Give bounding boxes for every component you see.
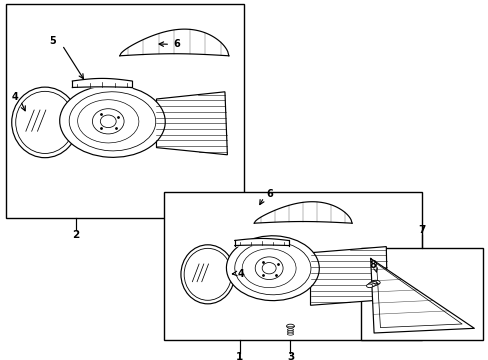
Ellipse shape bbox=[366, 284, 372, 288]
Ellipse shape bbox=[16, 91, 74, 153]
Ellipse shape bbox=[287, 331, 293, 333]
Text: 1: 1 bbox=[236, 352, 243, 360]
Ellipse shape bbox=[262, 262, 276, 274]
Text: 3: 3 bbox=[286, 352, 293, 360]
Ellipse shape bbox=[181, 245, 234, 304]
Ellipse shape bbox=[100, 115, 116, 128]
Text: 2: 2 bbox=[72, 230, 79, 240]
Bar bbox=[163, 192, 421, 340]
Ellipse shape bbox=[370, 280, 380, 285]
Text: 6: 6 bbox=[173, 39, 180, 49]
Ellipse shape bbox=[78, 100, 139, 143]
Polygon shape bbox=[370, 258, 473, 333]
Polygon shape bbox=[310, 247, 386, 305]
Ellipse shape bbox=[286, 324, 294, 328]
Ellipse shape bbox=[69, 92, 156, 151]
Text: 6: 6 bbox=[265, 189, 272, 199]
Ellipse shape bbox=[60, 85, 165, 157]
Text: 5: 5 bbox=[49, 36, 56, 46]
Ellipse shape bbox=[367, 283, 375, 287]
Ellipse shape bbox=[184, 248, 231, 300]
Ellipse shape bbox=[255, 257, 283, 279]
Ellipse shape bbox=[12, 87, 78, 158]
Polygon shape bbox=[156, 92, 227, 155]
Text: 8: 8 bbox=[369, 260, 376, 270]
Bar bbox=[360, 248, 482, 340]
Ellipse shape bbox=[92, 109, 124, 134]
Ellipse shape bbox=[287, 329, 293, 331]
Ellipse shape bbox=[369, 282, 377, 286]
Text: 4: 4 bbox=[11, 92, 18, 102]
Bar bbox=[6, 4, 243, 218]
Ellipse shape bbox=[226, 236, 319, 301]
Ellipse shape bbox=[242, 249, 295, 288]
Text: 7: 7 bbox=[417, 225, 425, 235]
Ellipse shape bbox=[287, 333, 293, 335]
Ellipse shape bbox=[234, 242, 310, 295]
Text: 4: 4 bbox=[237, 269, 244, 279]
